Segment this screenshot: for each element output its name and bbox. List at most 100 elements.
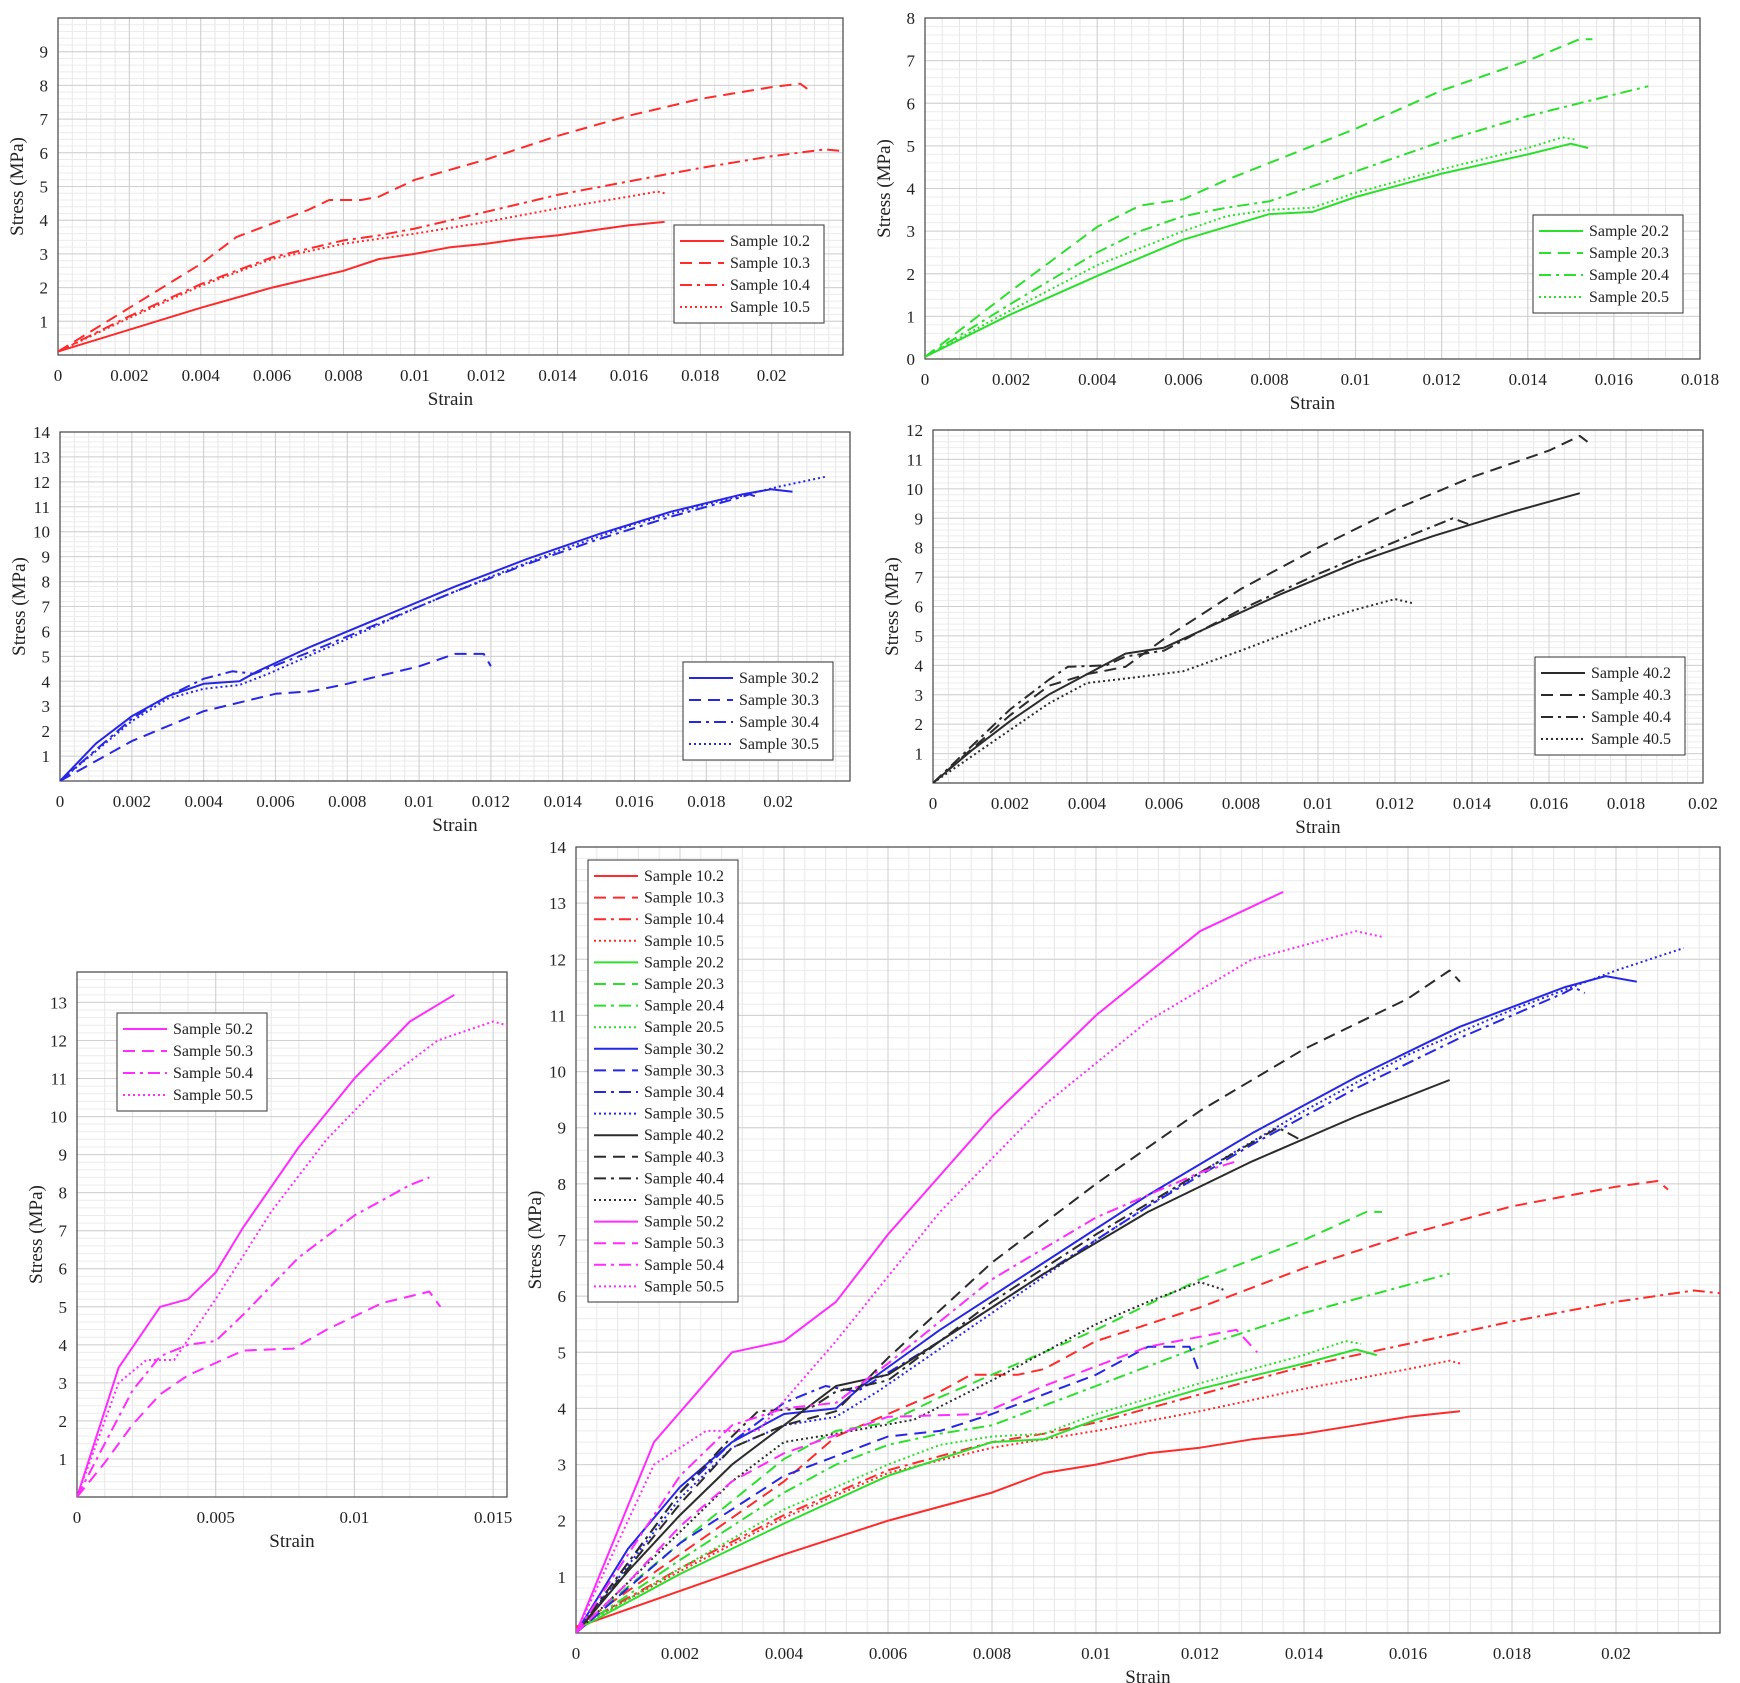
x-tick-label: 0.002: [992, 370, 1030, 389]
legend-label: Sample 30.4: [739, 714, 819, 731]
x-axis-label: Strain: [269, 1531, 315, 1552]
axes-frame: [57, 17, 844, 356]
legend: Sample 10.2 Sample 10.3 Sample 10.4 Sample …: [587, 859, 739, 1303]
legend-label: Sample 10.2: [730, 233, 810, 250]
x-tick-label: 0.004: [1068, 794, 1107, 813]
axes-frame: [924, 17, 1701, 360]
x-tick-label: 0.01: [1081, 1644, 1111, 1663]
legend-label: Sample 20.5: [644, 1019, 724, 1036]
x-tick-label: 0.004: [1078, 370, 1117, 389]
x-tick-label: 0.016: [1389, 1644, 1427, 1663]
y-tick-label: 4: [59, 1336, 68, 1355]
series-line-sample-30-3: [576, 1345, 1201, 1633]
x-tick-label: 0.014: [538, 366, 577, 385]
x-tick-label: 0.008: [1222, 794, 1260, 813]
y-tick-label: 13: [33, 448, 50, 467]
series-group: [58, 82, 843, 353]
legend: Sample 10.2 Sample 10.3 Sample 10.4 Sample …: [673, 224, 825, 324]
legend-label: Sample 40.3: [644, 1149, 724, 1166]
x-tick-label: 0.014: [544, 792, 583, 811]
legend-label: Sample 20.5: [1589, 289, 1669, 306]
x-tick-label: 0.02: [757, 366, 787, 385]
x-tick-label: 0.006: [869, 1644, 907, 1663]
legend-label: Sample 10.4: [730, 277, 810, 294]
series-line-sample-30-4: [60, 493, 757, 781]
x-tick-label: 0.012: [1376, 794, 1414, 813]
y-tick-label: 2: [59, 1412, 68, 1431]
chart-panel-3: 0 0.002 0.004 0.006 0.008 0.01 0.012 0.014 0.016…: [9, 423, 851, 836]
y-tick-label: 11: [907, 450, 923, 469]
legend: Sample 20.2 Sample 20.3 Sample 20.4 Sample …: [1532, 214, 1684, 314]
series-line-sample-10-5: [576, 1359, 1461, 1629]
y-tick-label: 1: [558, 1568, 567, 1587]
y-tick-label: 10: [33, 523, 50, 542]
y-tick-label: 9: [59, 1146, 68, 1165]
legend-label: Sample 50.5: [644, 1278, 724, 1295]
x-tick-label: 0.006: [253, 366, 291, 385]
y-tick-label: 4: [42, 672, 51, 691]
x-tick-label: 0.002: [113, 792, 151, 811]
series-line-sample-20-3: [925, 38, 1593, 358]
x-tick-label: 0.006: [1145, 794, 1183, 813]
y-tick-label: 2: [42, 722, 51, 741]
x-tick-label: 0.018: [687, 792, 725, 811]
series-line-sample-50-5: [77, 1020, 507, 1497]
y-axis-label: Stress (MPa): [874, 139, 895, 238]
y-tick-label: 1: [59, 1450, 68, 1469]
legend-label: Sample 30.5: [739, 736, 819, 753]
y-tick-label: 13: [549, 894, 566, 913]
y-tick-label: 0: [907, 350, 916, 369]
y-axis-label: Stress (MPa): [882, 557, 903, 656]
series-line-sample-20-2: [925, 142, 1589, 358]
x-tick-label: 0.002: [110, 366, 148, 385]
legend-label: Sample 20.2: [1589, 223, 1669, 240]
y-tick-label: 5: [915, 627, 924, 646]
axes-frame: [575, 846, 1721, 1634]
series-line-sample-10-5: [58, 190, 665, 353]
y-axis-label: Stress (MPa): [7, 137, 28, 236]
x-tick-label: 0.01: [1303, 794, 1333, 813]
series-line-sample-10-3: [58, 82, 808, 353]
legend-label: Sample 40.5: [1591, 731, 1671, 748]
y-tick-label: 9: [42, 548, 51, 567]
x-tick-label: 0.008: [973, 1644, 1011, 1663]
series-line-sample-50-2: [77, 993, 455, 1497]
legend-label: Sample 20.3: [644, 976, 724, 993]
y-tick-label: 10: [906, 480, 923, 499]
y-tick-label: 3: [558, 1456, 567, 1475]
y-tick-label: 6: [907, 94, 916, 113]
x-tick-label: 0.018: [1681, 370, 1719, 389]
series-group: [576, 890, 1720, 1633]
y-tick-label: 1: [907, 307, 916, 326]
y-tick-label: 1: [40, 312, 49, 331]
y-tick-label: 6: [40, 144, 49, 163]
y-tick-label: 7: [59, 1222, 68, 1241]
legend-label: Sample 40.5: [644, 1192, 724, 1209]
series-group: [60, 475, 826, 781]
legend-label: Sample 30.2: [739, 670, 819, 687]
y-tick-label: 4: [40, 211, 49, 230]
y-tick-label: 6: [915, 598, 924, 617]
y-tick-label: 8: [42, 573, 51, 592]
x-axis-label: Strain: [428, 389, 474, 410]
series-line-sample-30-2: [60, 488, 793, 781]
y-tick-label: 1: [915, 745, 924, 764]
y-tick-label: 11: [550, 1006, 566, 1025]
y-tick-label: 7: [907, 52, 916, 71]
y-tick-label: 9: [558, 1119, 567, 1138]
series-line-sample-50-2: [576, 890, 1284, 1633]
legend-label: Sample 40.3: [1591, 687, 1671, 704]
y-tick-label: 14: [549, 838, 567, 857]
x-tick-label: 0.018: [681, 366, 719, 385]
legend-label: Sample 40.4: [644, 1170, 724, 1187]
y-axis-label: Stress (MPa): [525, 1191, 546, 1290]
x-tick-label: 0.016: [1595, 370, 1633, 389]
y-tick-label: 12: [549, 950, 566, 969]
x-tick-label: 0: [54, 366, 63, 385]
y-tick-label: 5: [40, 178, 49, 197]
y-tick-label: 5: [59, 1298, 68, 1317]
x-tick-label: 0.004: [765, 1644, 804, 1663]
y-tick-label: 3: [915, 686, 924, 705]
x-tick-label: 0.012: [472, 792, 510, 811]
